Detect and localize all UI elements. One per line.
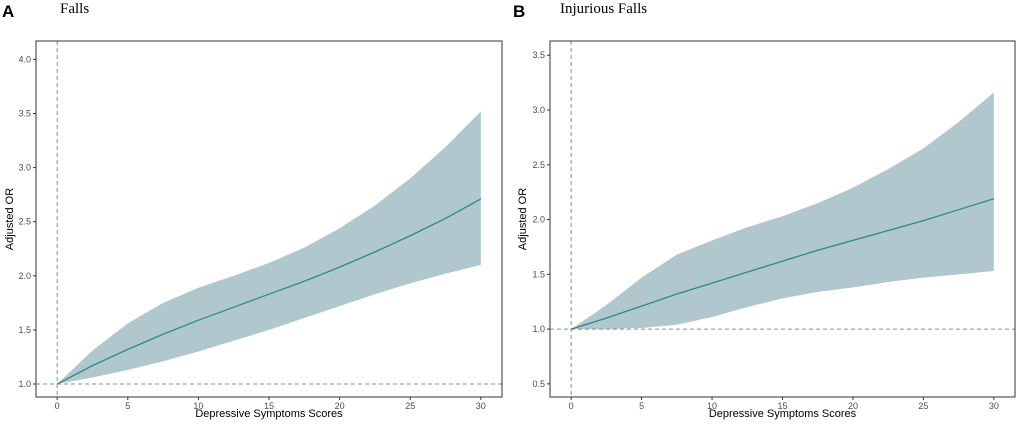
y-tick-label: 1.5 [18,325,31,335]
x-tick-label: 10 [707,401,717,411]
x-tick-label: 20 [848,401,858,411]
x-tick-label: 5 [639,401,644,411]
y-tick-label: 1.0 [18,379,31,389]
y-tick-label: 2.0 [532,215,545,225]
y-tick-label: 3.0 [18,163,31,173]
panel-title: Falls [60,1,89,17]
y-tick-label: 1.5 [532,269,545,279]
x-tick-label: 30 [476,401,486,411]
chart-panel-b: B Injurious Falls 0 5 10 15 20 25 30 0.5 1.0 1.5 2.0… [513,1,1016,420]
y-tick-label: 3.0 [532,105,545,115]
x-axis-label: Depressive Symptoms Scores [709,408,857,420]
y-axis-label: Adjusted OR [517,188,529,250]
x-tick-label: 20 [335,401,345,411]
x-tick-label: 0 [569,401,574,411]
y-tick-label: 2.5 [532,160,545,170]
or-line [570,198,995,330]
or-line [56,198,482,385]
y-tick-label: 4.0 [18,54,31,64]
y-tick-label: 3.5 [18,108,31,118]
x-tick-label: 25 [405,401,415,411]
panel-title: Injurious Falls [560,1,647,17]
confidence-band [571,92,994,330]
x-tick-label: 5 [125,401,130,411]
y-tick-label: 0.5 [532,379,545,389]
y-tick-label: 3.5 [532,50,545,60]
x-tick-label: 30 [989,401,999,411]
panel-letter: A [2,2,14,21]
panel-letter: B [513,2,525,21]
x-tick-label: 0 [55,401,60,411]
x-tick-label: 10 [193,401,203,411]
y-tick-label: 2.0 [18,271,31,281]
x-axis-label: Depressive Symptoms Scores [195,408,343,420]
y-axis-label: Adjusted OR [4,188,16,250]
chart-panel-a: A Falls 0 5 10 15 20 25 30 1.0 1.5 2.0 2.5 3.0 3.5 4.0 D… [2,1,503,420]
y-tick-label: 2.5 [18,217,31,227]
x-tick-label: 15 [264,401,274,411]
y-tick-label: 1.0 [532,324,545,334]
x-tick-label: 25 [918,401,928,411]
confidence-band [57,111,481,385]
x-tick-label: 15 [777,401,787,411]
